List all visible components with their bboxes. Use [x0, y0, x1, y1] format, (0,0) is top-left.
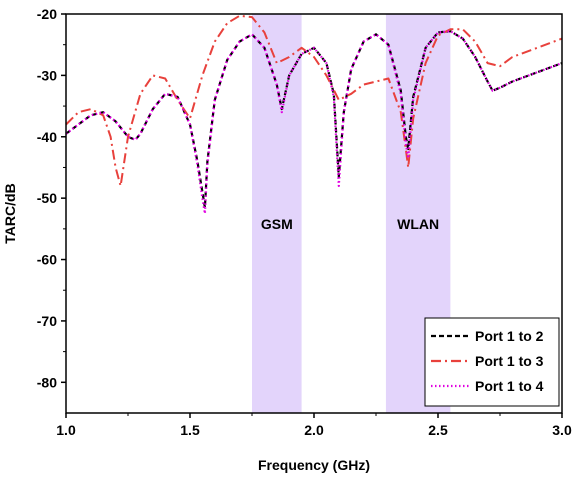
legend-box	[424, 317, 560, 407]
band-label-gsm: GSM	[261, 216, 293, 232]
legend-label-3: Port 1 to 4	[475, 378, 544, 394]
x-tick-label: 1.0	[56, 422, 76, 438]
y-tick-label: -50	[37, 190, 57, 206]
x-tick-label: 1.5	[180, 422, 200, 438]
legend-label-1: Port 1 to 2	[475, 328, 544, 344]
y-tick-label: -20	[37, 6, 57, 22]
series-line-2	[65, 14, 563, 187]
band-gsm	[252, 14, 302, 413]
y-tick-label: -70	[37, 313, 57, 329]
band-label-wlan: WLAN	[397, 216, 439, 232]
y-tick-label: -80	[37, 374, 57, 390]
y-tick-label: -60	[37, 252, 57, 268]
y-tick-label: -30	[37, 67, 57, 83]
legend: Port 1 to 2 Port 1 to 3 Port 1 to 4	[424, 317, 560, 407]
y-tick-label: -40	[37, 129, 57, 145]
series-layer	[65, 14, 563, 215]
x-axis-label: Frequency (GHz)	[258, 457, 370, 473]
y-axis-label: TARC/dB	[2, 183, 18, 243]
x-tick-label: 2.0	[304, 422, 324, 438]
x-tick-label: 2.5	[428, 422, 448, 438]
x-tick-label: 3.0	[552, 422, 572, 438]
x-axis-ticks: 1.0 1.5 2.0 2.5 3.0	[56, 413, 572, 438]
legend-label-2: Port 1 to 3	[475, 353, 544, 369]
series-line-1	[65, 30, 563, 209]
y-axis-ticks: -80 -70 -60 -50 -40 -30 -20	[37, 6, 66, 390]
